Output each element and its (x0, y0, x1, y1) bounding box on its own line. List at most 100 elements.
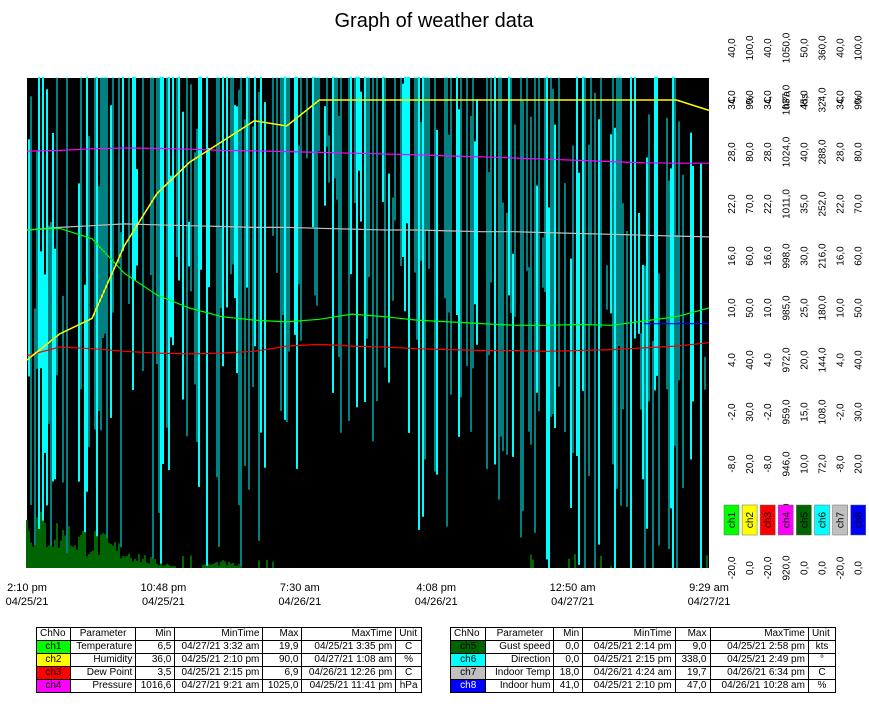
y-tick-label: 40,0 (727, 38, 738, 58)
y-tick-label: 0,0 (854, 561, 865, 575)
y-tick-label: -8,0 (836, 455, 847, 473)
y-tick-label: 100,0 (745, 35, 756, 60)
y-tick-label: -8,0 (727, 455, 738, 473)
legend-cell-maxtime: 04/27/21 1:08 am (301, 653, 397, 667)
y-tick-label: 25,0 (799, 298, 810, 318)
y-tick-label: 30,0 (854, 402, 865, 422)
series-indoor-temp (26, 223, 710, 238)
y-tick-label: -20,0 (727, 556, 738, 579)
legend-cell-mintime: 04/26/21 4:24 am (582, 666, 676, 680)
x-tick-date: 04/27/21 (551, 596, 594, 608)
y-tick-label: 16,0 (727, 246, 738, 266)
channel-legend-label: ch2 (745, 512, 756, 529)
y-tick-label: 4,0 (763, 353, 774, 367)
y-axis-unit: kts (799, 94, 810, 107)
y-tick-label: 946,0 (781, 451, 792, 476)
y-tick-label: 4,0 (727, 353, 738, 367)
legend-cell-chno: ch3 (36, 666, 71, 680)
legend-row: ch3 Dew Point 3,5 04/25/21 2:15 pm 6,9 04/26/… (36, 666, 422, 680)
y-tick-label: 959,0 (781, 399, 792, 424)
y-tick-label: 20,0 (854, 454, 865, 474)
legend-cell-max: 338,0 (674, 653, 711, 667)
y-tick-label: 72,0 (818, 454, 829, 474)
channel-legend-box (723, 504, 740, 536)
x-tick-date: 04/25/21 (142, 596, 185, 608)
legend-header-min: Min (553, 627, 584, 641)
y-tick-label: 28,0 (836, 142, 847, 162)
y-tick-label: 70,0 (854, 194, 865, 214)
y-tick-label: 80,0 (854, 142, 865, 162)
legend-header-row: ChNo Parameter Min MinTime Max MaxTime U… (36, 627, 422, 641)
y-tick-label: 998,0 (781, 243, 792, 268)
y-tick-label: 40,0 (854, 350, 865, 370)
y-tick-label: 0,0 (799, 561, 810, 575)
channel-legend-box (759, 504, 776, 536)
y-tick-label: -8,0 (763, 455, 774, 473)
y-tick-label: -2,0 (727, 403, 738, 421)
y-tick-label: 50,0 (854, 298, 865, 318)
channel-legend-label: ch8 (854, 512, 865, 529)
legend-cell-parameter: Humidity (69, 653, 137, 667)
legend-row: ch8 Indoor hum 41,0 04/25/21 2:10 pm 47,0 04/… (449, 679, 837, 693)
legend-header-row: ChNo Parameter Min MinTime Max MaxTime U… (449, 627, 837, 641)
y-tick-label: 34,0 (727, 90, 738, 110)
y-tick-label: 1037,0 (781, 84, 792, 115)
x-tick-time: 12:50 am (550, 582, 596, 594)
y-tick-label: 0,0 (818, 561, 829, 575)
y-tick-label: 216,0 (818, 243, 829, 268)
y-axis-unit: C (836, 96, 847, 103)
legend-cell-min: 41,0 (553, 679, 584, 693)
y-tick-label: 360,0 (818, 35, 829, 60)
legend-header-max: Max (262, 627, 303, 641)
y-tick-label: 180,0 (818, 295, 829, 320)
y-tick-label: -20,0 (763, 556, 774, 579)
y-tick-label: 20,0 (799, 350, 810, 370)
legend-cell-max: 6,9 (262, 666, 303, 680)
y-tick-label: 10,0 (763, 298, 774, 318)
y-tick-label: 10,0 (836, 298, 847, 318)
y-tick-label: 16,0 (836, 246, 847, 266)
legend-header-unit: Unit (395, 627, 422, 641)
legend-row: ch4 Pressure 1016,6 04/27/21 9:21 am 1025,0 0… (36, 679, 422, 693)
y-tick-label: 22,0 (727, 194, 738, 214)
legend-cell-max: 1025,0 (262, 679, 303, 693)
legend-cell-chno: ch5 (449, 640, 487, 654)
y-tick-label: 108,0 (818, 399, 829, 424)
legend-cell-maxtime: 04/25/21 2:58 pm (709, 640, 809, 654)
y-tick-label: 28,0 (763, 142, 774, 162)
legend-cell-maxtime: 04/25/21 11:41 pm (301, 679, 397, 693)
legend-cell-chno: ch8 (449, 679, 487, 693)
y-axis-unit: C (727, 96, 738, 103)
legend-header-parameter: Parameter (485, 627, 555, 641)
channel-legend-label: ch5 (799, 512, 810, 529)
y-tick-label: 22,0 (763, 194, 774, 214)
y-tick-label: 30,0 (745, 402, 756, 422)
channel-legend-box (796, 504, 812, 536)
y-tick-label: 40,0 (836, 38, 847, 58)
legend-cell-min: 6,5 (135, 640, 176, 654)
legend-cell-min: 0,0 (553, 653, 584, 667)
y-tick-label: 1011,0 (781, 189, 792, 219)
y-tick-label: 16,0 (763, 246, 774, 266)
legend-cell-maxtime: 04/25/21 3:35 pm (301, 640, 397, 654)
legend-cell-min: 3,5 (135, 666, 176, 680)
legend-cell-parameter: Temperature (69, 640, 137, 654)
series-gust-speed (26, 511, 708, 568)
y-tick-label: 324,0 (818, 87, 829, 112)
legend-row: ch5 Gust speed 0,0 04/25/21 2:14 pm 9,0 04/25… (449, 640, 837, 654)
x-tick-date: 04/26/21 (415, 596, 458, 608)
legend-table-right: ChNo Parameter Min MinTime Max MaxTime U… (449, 627, 837, 693)
y-tick-label: 50,0 (799, 38, 810, 58)
y-tick-label: 1024,0 (781, 136, 792, 167)
y-axis-unit: hPa (781, 91, 792, 109)
y-tick-label: -20,0 (836, 556, 847, 579)
y-tick-label: -2,0 (836, 403, 847, 421)
legend-cell-unit: ° (807, 653, 837, 667)
channel-legend-box (741, 504, 758, 536)
x-tick-time: 7:30 am (280, 582, 320, 594)
legend-cell-chno: ch4 (36, 679, 71, 693)
y-tick-label: -2,0 (763, 403, 774, 421)
y-tick-label: 50,0 (745, 298, 756, 318)
legend-cell-max: 9,0 (674, 640, 711, 654)
